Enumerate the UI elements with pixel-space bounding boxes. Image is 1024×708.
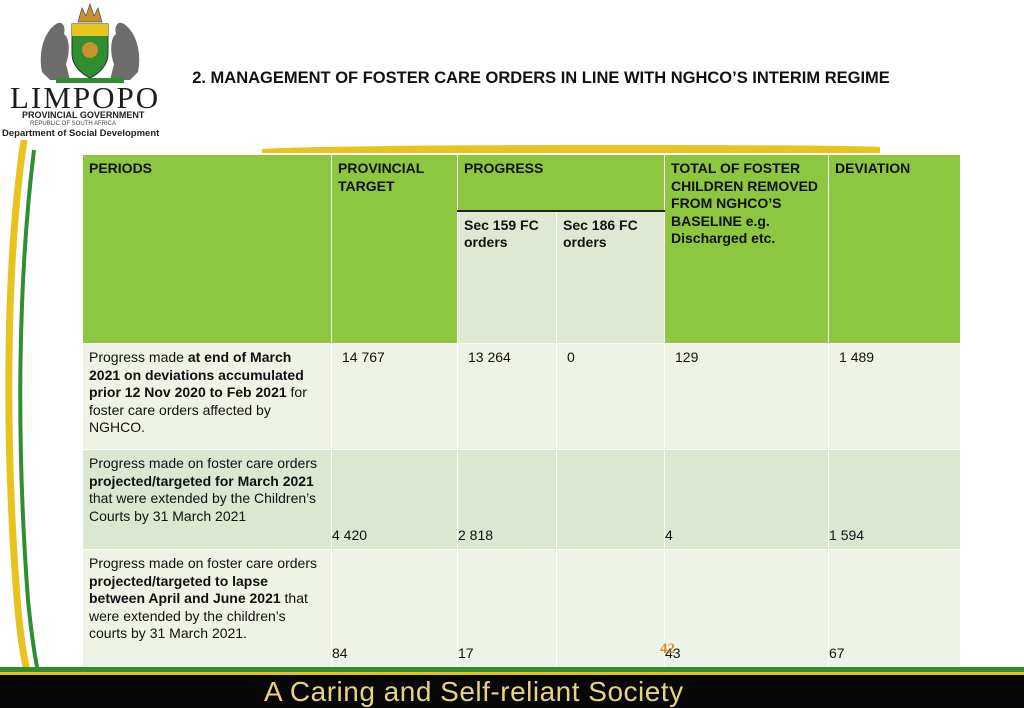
deviation-cell: 1 489: [828, 343, 962, 450]
target-cell: 14 767: [331, 343, 458, 450]
deviation-cell: 1 594: [828, 449, 962, 550]
period-cell: Progress made on foster care orders proj…: [82, 449, 332, 550]
header-periods: PERIODS: [82, 154, 332, 344]
removed-cell: 4: [664, 449, 830, 550]
sec186-cell: 0: [555, 343, 666, 450]
header-deviation: DEVIATION: [828, 154, 962, 344]
logo-department: Department of Social Development: [2, 128, 160, 139]
footer-slogan: A Caring and Self-reliant Society: [264, 676, 684, 707]
page-title: 2. MANAGEMENT OF FOSTER CARE ORDERS IN L…: [192, 69, 890, 87]
deviation-cell: 67: [828, 549, 962, 668]
header-sec159: Sec 159 FC orders: [457, 209, 557, 344]
foster-care-table: PERIODS PROVINCIAL TARGET PROGRESS TOTAL…: [82, 154, 962, 668]
header-progress: PROGRESS: [456, 154, 666, 211]
footer-band: A Caring and Self-reliant Society: [0, 667, 1024, 708]
header-removed-from-baseline: TOTAL OF FOSTER CHILDREN REMOVED FROM NG…: [664, 154, 830, 344]
target-cell: 84: [331, 549, 458, 668]
sec186-cell: [555, 449, 666, 550]
sec159-cell: 13 264: [457, 343, 557, 450]
coat-of-arms-icon: [40, 2, 140, 83]
page-number: 42: [660, 641, 675, 657]
target-cell: 4 420: [331, 449, 458, 550]
header-provincial-target: PROVINCIAL TARGET: [331, 154, 458, 344]
sec159-cell: 2 818: [457, 449, 557, 550]
sec186-cell: [555, 549, 666, 668]
department-logo: LIMPOPO PROVINCIAL GOVERNMENT REPUBLIC O…: [0, 0, 190, 145]
logo-wordmark: LIMPOPO: [10, 80, 161, 115]
table-row: Progress made on foster care orders proj…: [82, 449, 962, 550]
removed-cell: 129: [664, 343, 830, 450]
logo-subtitle: PROVINCIAL GOVERNMENT: [22, 110, 145, 120]
removed-cell: 43: [664, 549, 830, 668]
left-swoosh-decoration: [5, 140, 42, 680]
top-band-decoration: [262, 144, 880, 153]
footer-yellow-stripe: [0, 672, 1024, 675]
logo-country: REPUBLIC OF SOUTH AFRICA: [30, 121, 117, 127]
footer-green-stripe: [0, 667, 1024, 672]
table-row: Progress made on foster care orders proj…: [82, 549, 962, 668]
period-cell: Progress made on foster care orders proj…: [82, 549, 332, 668]
sec159-cell: 17: [457, 549, 557, 668]
header-sec186: Sec 186 FC orders: [555, 209, 666, 344]
table-row: Progress made at end of March 2021 on de…: [82, 343, 962, 450]
period-cell: Progress made at end of March 2021 on de…: [82, 343, 332, 450]
